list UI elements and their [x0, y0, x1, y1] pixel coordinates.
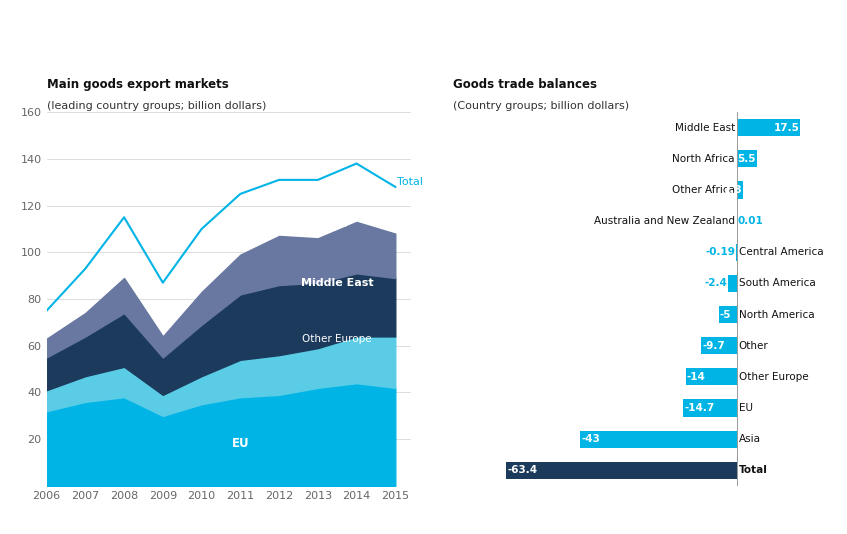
Text: -43: -43	[582, 434, 601, 444]
Text: -0.19: -0.19	[705, 247, 735, 257]
Text: -63.4: -63.4	[507, 465, 538, 475]
Text: Central America: Central America	[739, 247, 823, 257]
Text: -5: -5	[720, 310, 731, 320]
Bar	[718, 306, 737, 323]
Text: -14: -14	[687, 372, 706, 382]
Bar	[728, 275, 737, 292]
Text: Main goods export markets: Main goods export markets	[47, 78, 229, 91]
Text: (leading country groups; billion dollars): (leading country groups; billion dollars…	[47, 101, 266, 111]
Text: 5.5: 5.5	[737, 154, 756, 164]
Text: Asia: Asia	[326, 219, 348, 229]
Text: Other Europe: Other Europe	[739, 372, 808, 382]
Text: North Africa: North Africa	[673, 154, 735, 164]
Text: Asia: Asia	[739, 434, 761, 444]
Text: (Country groups; billion dollars): (Country groups; billion dollars)	[453, 101, 629, 111]
Bar	[507, 462, 737, 479]
Text: Other Africa: Other Africa	[672, 185, 735, 195]
Text: -14.7: -14.7	[684, 403, 715, 413]
Text: overall exports, but form 45% of the total: overall exports, but form 45% of the tot…	[58, 40, 318, 53]
Text: the Middle East and Africa: the Middle East and Africa	[465, 40, 629, 53]
Text: Total: Total	[397, 177, 424, 187]
Text: Australia and New Zealand: Australia and New Zealand	[594, 216, 735, 226]
Bar	[686, 368, 737, 386]
Bar	[737, 182, 744, 199]
Bar	[737, 150, 756, 168]
Text: Goods trade balances: Goods trade balances	[453, 78, 597, 91]
Bar	[684, 399, 737, 417]
Text: Other: Other	[739, 341, 768, 351]
Text: Middle East: Middle East	[301, 278, 374, 288]
Text: -9.7: -9.7	[702, 341, 725, 351]
Text: Other Europe: Other Europe	[302, 334, 372, 344]
Text: 1.8: 1.8	[723, 185, 742, 195]
Text: South America: South America	[739, 278, 816, 288]
Text: Goods exports to the EU have grown more slowly than: Goods exports to the EU have grown more …	[58, 17, 399, 30]
Text: Middle East: Middle East	[675, 123, 735, 133]
Text: North America: North America	[739, 310, 814, 320]
Text: -2.4: -2.4	[704, 278, 727, 288]
Text: Turkey’s balance of trade is positive with: Turkey’s balance of trade is positive wi…	[465, 17, 721, 30]
Text: EU: EU	[739, 403, 752, 413]
Bar	[701, 337, 737, 355]
Text: Total: Total	[739, 465, 767, 475]
Bar	[737, 119, 800, 136]
Text: EU: EU	[231, 437, 249, 450]
Bar	[580, 430, 737, 448]
Text: 0.01: 0.01	[738, 216, 764, 226]
Text: 17.5: 17.5	[773, 123, 800, 133]
